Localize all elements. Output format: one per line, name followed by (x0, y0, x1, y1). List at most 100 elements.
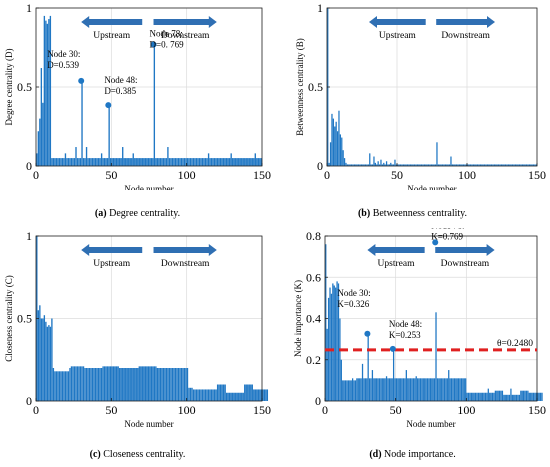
bar (371, 164, 374, 166)
bar (90, 368, 92, 401)
bar (404, 378, 406, 401)
bar (528, 164, 530, 166)
y-tick-label: 0.4 (306, 312, 321, 326)
bar (225, 158, 228, 166)
bar (457, 378, 460, 401)
bar (233, 158, 235, 166)
bar (391, 164, 393, 166)
caption-letter: (d) (369, 449, 382, 460)
bar (467, 164, 469, 166)
upstream-arrow-head (369, 16, 377, 28)
bar (75, 366, 77, 401)
bar (427, 164, 430, 166)
bar (387, 164, 389, 166)
bar (409, 164, 411, 166)
bar (345, 162, 347, 166)
bar (469, 164, 472, 166)
bar (364, 378, 366, 401)
bar (94, 158, 97, 166)
bar (535, 164, 537, 166)
bar (48, 19, 50, 167)
bar (502, 164, 504, 166)
y-tick-label: 1 (26, 229, 32, 243)
bar (509, 164, 511, 166)
bar (366, 378, 368, 401)
bar (213, 158, 216, 166)
bar (392, 349, 395, 401)
bar (114, 158, 116, 166)
bar (518, 394, 521, 401)
bar (459, 378, 461, 401)
bar (377, 378, 379, 401)
bar (224, 158, 226, 166)
bar (253, 158, 255, 166)
chart-closeness-centrality: 0 50 100 150 0 0.5 1 Node number Closeness centr… (4, 229, 271, 429)
bar (343, 380, 345, 401)
bar (501, 390, 504, 401)
highlight-label-node: Node 30: (47, 49, 80, 59)
bar (426, 164, 428, 166)
bar (194, 389, 196, 401)
bar (408, 164, 410, 166)
bar (331, 113, 333, 166)
bar (456, 378, 458, 401)
bar (117, 158, 119, 166)
caption-text: Degree centrality. (109, 208, 181, 219)
bar (359, 378, 361, 401)
bar (116, 158, 118, 166)
upstream-arrow (374, 247, 425, 253)
bar (422, 164, 424, 166)
x-tick-label: 150 (253, 403, 271, 417)
bar (128, 368, 130, 401)
bar (180, 368, 183, 401)
bar (385, 376, 388, 401)
bar (210, 389, 213, 401)
bar (57, 371, 59, 401)
bar (233, 392, 235, 401)
bar (235, 392, 237, 401)
bar (213, 389, 216, 401)
bar (538, 392, 540, 401)
bar (79, 366, 82, 401)
bar (455, 378, 457, 401)
caption-letter: (b) (357, 208, 371, 219)
bar (535, 392, 537, 401)
bar (105, 366, 107, 401)
y-tick-label: 1 (317, 1, 323, 15)
x-tick-label: 100 (458, 168, 476, 182)
bar (105, 158, 107, 166)
bar (409, 378, 412, 401)
bar (206, 389, 208, 401)
y-tick-label: 0.2 (306, 353, 321, 367)
bar (39, 305, 41, 401)
bar (189, 387, 192, 401)
bar (497, 390, 499, 401)
x-tick-label: 150 (528, 168, 546, 182)
bar (158, 368, 160, 401)
bar (123, 158, 125, 166)
bar (108, 366, 110, 401)
bar (423, 164, 425, 166)
x-axis-label: Node number (124, 419, 173, 428)
x-tick-label: 50 (105, 168, 117, 182)
bar (186, 158, 189, 166)
bar (335, 287, 337, 401)
downstream-arrow (435, 247, 488, 253)
downstream-label: Downstream (441, 31, 490, 41)
bar (165, 158, 168, 166)
bar (230, 392, 232, 401)
bar (219, 158, 222, 166)
bar (369, 153, 371, 166)
bar (45, 321, 47, 401)
bar (503, 164, 505, 166)
bar (156, 368, 159, 401)
bar (254, 389, 256, 401)
bar (445, 378, 447, 401)
bar (497, 164, 500, 166)
bar (404, 164, 406, 166)
bar (207, 389, 210, 401)
bar (135, 158, 137, 166)
bar (450, 156, 452, 166)
bar (407, 378, 409, 401)
upstream-label: Upstream (379, 31, 417, 41)
